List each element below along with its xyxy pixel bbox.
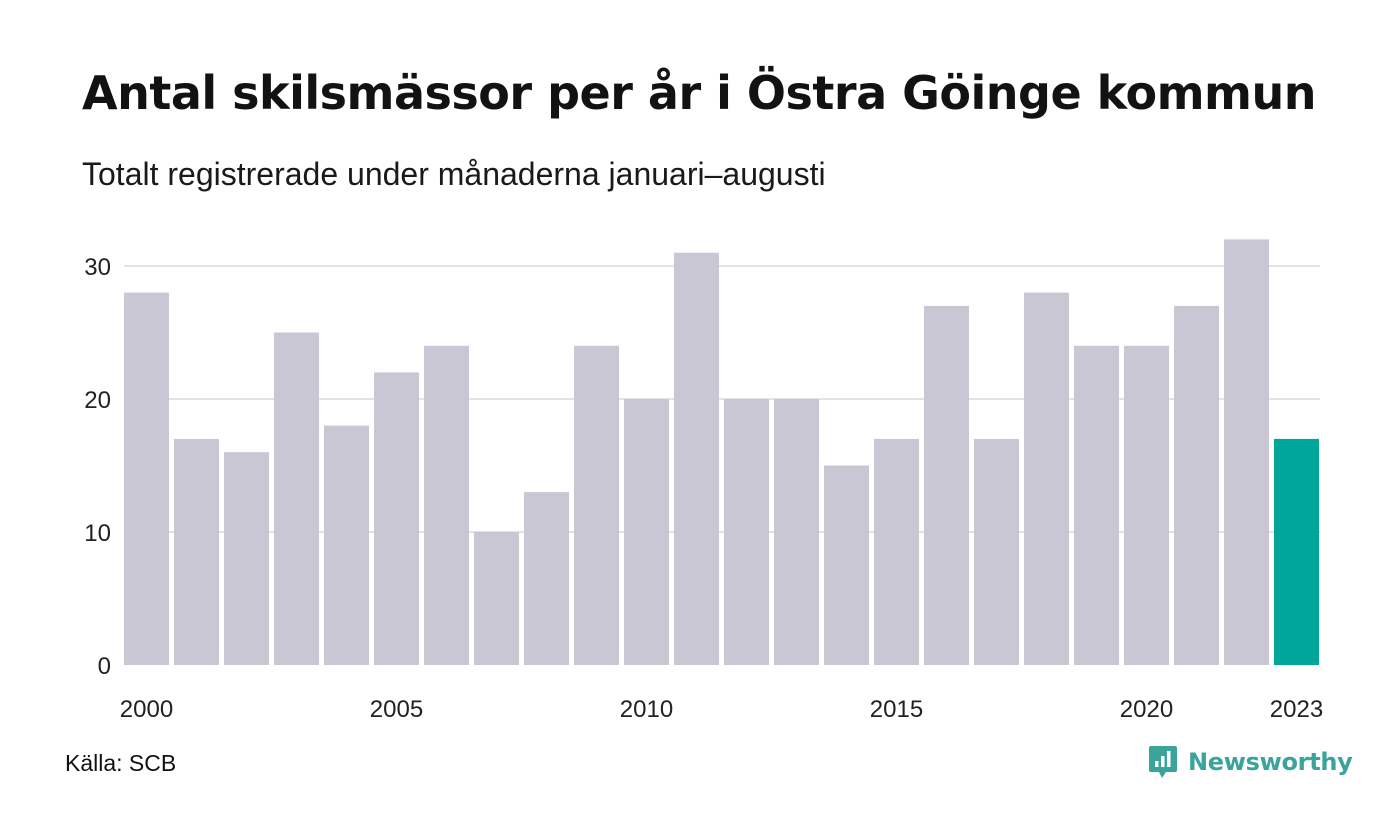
y-tick-label: 30 (84, 254, 111, 281)
bar-2021 (1174, 305, 1219, 665)
newsworthy-logo-icon (1149, 746, 1177, 778)
bar-2018 (1024, 292, 1069, 665)
bar-2002 (224, 452, 269, 665)
x-tick-label: 2005 (370, 696, 423, 723)
y-tick-label: 0 (98, 653, 111, 680)
y-tick-label: 20 (84, 387, 111, 414)
y-axis-ticks: 0 10 20 30 (84, 254, 111, 680)
bar-2014 (824, 465, 869, 665)
chart-subtitle: Totalt registrerade under månaderna janu… (82, 156, 826, 192)
bar-2001 (174, 438, 219, 665)
bars (124, 239, 1319, 665)
bar-2007 (474, 532, 519, 665)
source-note: Källa: SCB (65, 750, 177, 776)
bar-2022 (1224, 239, 1269, 665)
newsworthy-logo: Newsworthy (1148, 744, 1353, 780)
bar-2011 (674, 252, 719, 665)
bar-chart: 0 10 20 30 2000 2005 2010 2015 2020 2023 (84, 239, 1323, 723)
grid-lines (124, 265, 1320, 533)
x-axis-ticks: 2000 2005 2010 2015 2020 2023 (120, 696, 1323, 723)
brand-name: Newsworthy (1188, 748, 1353, 776)
bar-2004 (324, 425, 369, 665)
bar-2003 (274, 332, 319, 665)
bar-2019 (1074, 345, 1119, 665)
chart-title: Antal skilsmässor per år i Östra Göinge … (82, 66, 1316, 120)
x-tick-label: 2020 (1120, 696, 1173, 723)
bar-2000 (124, 292, 169, 665)
bar-2013 (774, 399, 819, 665)
x-tick-label: 2000 (120, 696, 173, 723)
bar-2016 (924, 305, 969, 665)
bar-2020 (1124, 345, 1169, 665)
bar-2006 (424, 345, 469, 665)
bar-2023 (1274, 438, 1319, 665)
bar-2005 (374, 372, 419, 665)
bar-2009 (574, 345, 619, 665)
x-tick-label: 2023 (1270, 696, 1323, 723)
bar-2017 (974, 438, 1019, 665)
bar-2008 (524, 492, 569, 665)
y-tick-label: 10 (84, 520, 111, 547)
x-tick-label: 2015 (870, 696, 923, 723)
bar-2015 (874, 438, 919, 665)
bar-2012 (724, 399, 769, 665)
bar-2010 (624, 399, 669, 665)
x-tick-label: 2010 (620, 696, 673, 723)
